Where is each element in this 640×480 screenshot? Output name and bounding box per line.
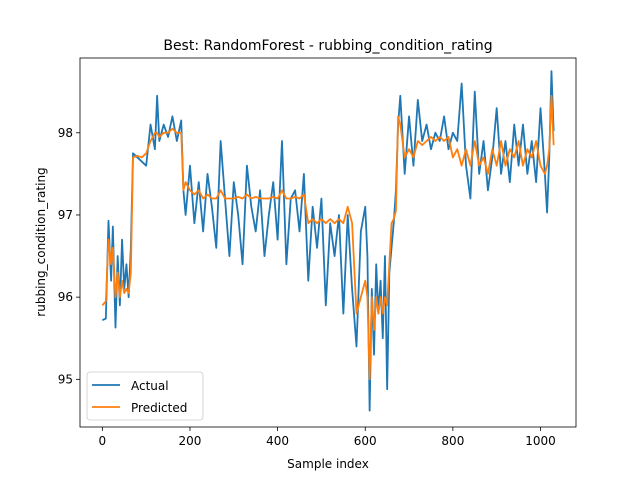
legend-label-actual: Actual xyxy=(131,379,169,393)
legend-box xyxy=(86,371,204,421)
y-tick-label: 97 xyxy=(58,208,73,222)
plot-frame xyxy=(79,57,577,428)
x-axis: 0 200 400 600 800 1000 xyxy=(99,427,556,448)
x-tick-label: 600 xyxy=(354,434,377,448)
y-tick-label: 95 xyxy=(58,372,73,386)
series-layer xyxy=(101,70,555,412)
x-tick-label: 1000 xyxy=(525,434,556,448)
x-axis-label: Sample index xyxy=(287,457,369,471)
legend-label-predicted: Predicted xyxy=(131,401,187,415)
x-tick-label: 800 xyxy=(441,434,464,448)
y-axis-label: rubbing_condition_rating xyxy=(34,167,48,316)
series-line-predicted xyxy=(101,94,555,381)
y-tick-label: 96 xyxy=(58,290,73,304)
legend: Actual Predicted xyxy=(86,371,204,421)
x-tick-label: 200 xyxy=(179,434,202,448)
y-axis: 95 96 97 98 xyxy=(58,126,80,386)
x-tick-label: 400 xyxy=(266,434,289,448)
x-tick-label: 0 xyxy=(99,434,107,448)
series-line-actual xyxy=(101,70,555,412)
chart-title: Best: RandomForest - rubbing_condition_r… xyxy=(163,38,492,54)
y-tick-label: 98 xyxy=(58,126,73,140)
